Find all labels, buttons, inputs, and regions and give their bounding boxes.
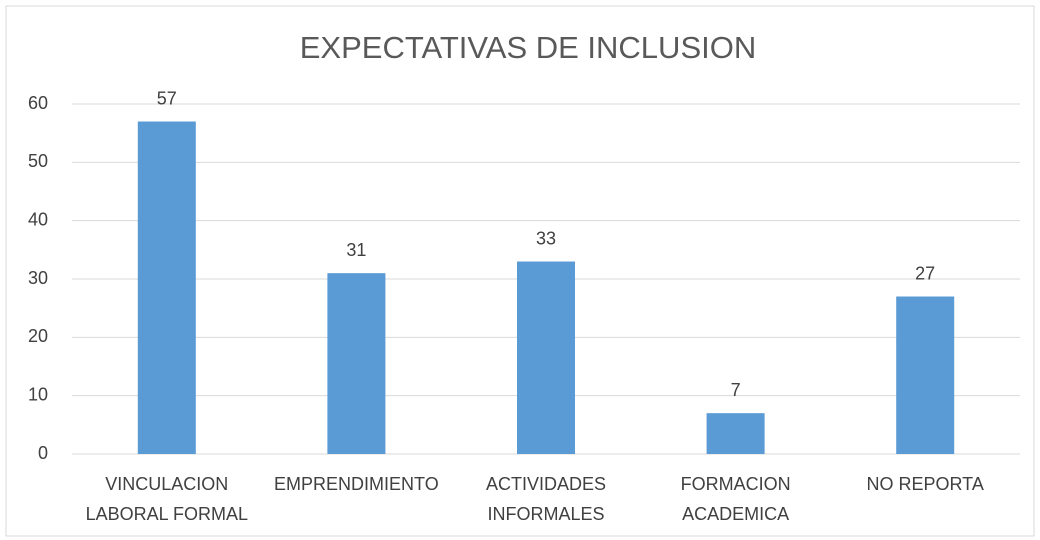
y-tick-label: 20 [28,326,48,346]
data-label: 31 [346,240,366,260]
chart-title: EXPECTATIVAS DE INCLUSION [300,30,756,65]
x-tick-label: VINCULACION LABORAL FORMAL [85,474,248,524]
bar [896,296,955,454]
x-tick-label: ACTIVIDADES INFORMALES [485,474,607,524]
x-tick-label: EMPRENDIMIENTO [274,474,439,494]
bar [137,121,196,454]
bar [517,261,575,454]
x-tick-label: NO REPORTA [866,474,984,494]
y-tick-label: 10 [28,384,48,404]
bar [706,413,765,454]
bar [327,273,386,454]
y-tick-label: 60 [28,93,48,113]
data-label: 7 [731,380,741,400]
y-tick-label: 30 [28,268,48,288]
y-tick-label: 50 [28,151,48,171]
y-tick-label: 40 [28,209,48,229]
x-tick-label: FORMACION ACADEMICA [680,474,791,524]
y-tick-label: 0 [38,443,48,463]
data-label: 27 [915,263,935,283]
data-label: 33 [536,228,556,248]
data-label: 57 [157,88,177,108]
